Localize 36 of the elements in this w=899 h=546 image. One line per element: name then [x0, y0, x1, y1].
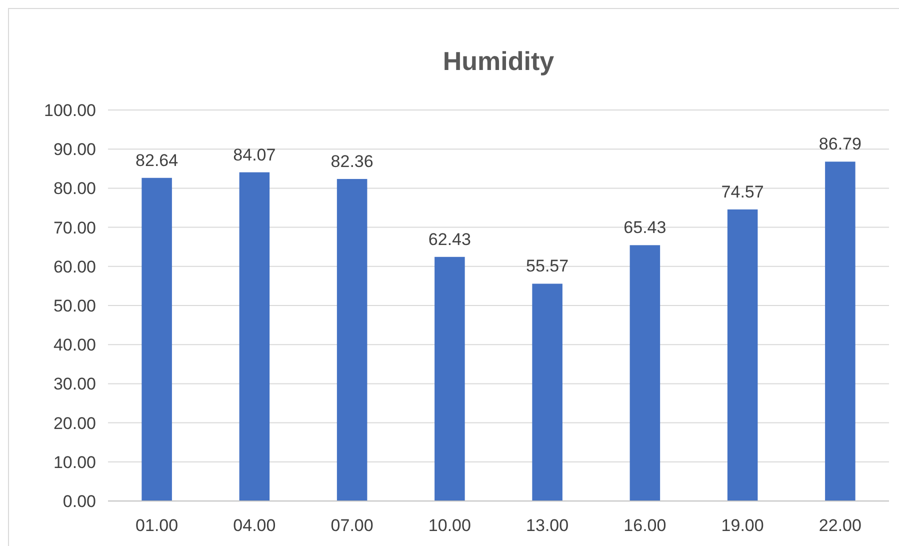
x-tick-label: 16.00 — [624, 516, 666, 535]
x-tick-label: 01.00 — [136, 516, 178, 535]
data-label: 65.43 — [624, 218, 666, 238]
y-tick-label: 10.00 — [53, 452, 96, 472]
data-label: 74.57 — [721, 182, 764, 202]
bar — [825, 162, 856, 501]
bar — [142, 178, 172, 501]
x-tick-label: 13.00 — [526, 516, 569, 535]
x-tick-label: 04.00 — [233, 516, 276, 535]
bar — [239, 172, 270, 501]
y-tick-label: 70.00 — [53, 218, 96, 238]
data-label: 82.64 — [136, 150, 178, 170]
data-label: 84.07 — [233, 145, 276, 164]
x-tick-label: 19.00 — [721, 516, 764, 535]
data-label: 82.36 — [330, 152, 374, 171]
bar — [630, 245, 660, 501]
data-label: 62.43 — [428, 230, 471, 249]
x-tick-label: 22.00 — [818, 516, 862, 535]
x-tick-label: 07.00 — [330, 516, 374, 535]
bar — [727, 209, 758, 501]
x-tick-label: 10.00 — [428, 516, 471, 535]
y-tick-label: 100.00 — [44, 100, 96, 120]
y-tick-label: 40.00 — [53, 336, 96, 355]
bar — [336, 178, 368, 501]
bar — [434, 256, 465, 501]
y-tick-label: 30.00 — [53, 374, 96, 394]
y-tick-label: 60.00 — [53, 257, 96, 276]
y-tick-label: 0.00 — [62, 492, 96, 511]
y-tick-label: 80.00 — [53, 179, 96, 198]
data-label: 55.57 — [526, 256, 569, 276]
y-tick-label: 90.00 — [53, 140, 96, 160]
data-label: 86.79 — [818, 134, 862, 154]
y-tick-label: 20.00 — [53, 414, 96, 433]
chart-title: Humidity — [442, 46, 555, 76]
bar — [532, 284, 562, 501]
y-tick-label: 50.00 — [53, 296, 96, 316]
